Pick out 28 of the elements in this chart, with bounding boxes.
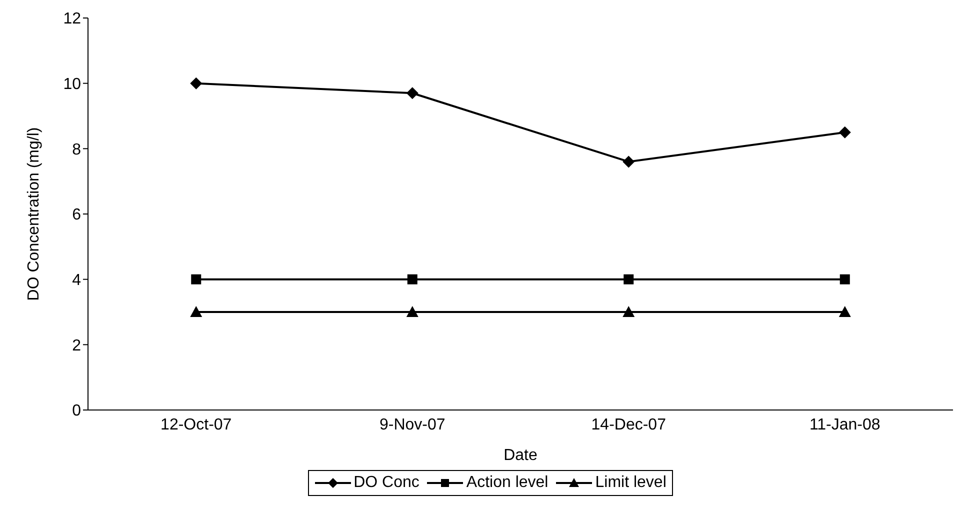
point [838, 306, 851, 317]
legend-label: Limit level [594, 474, 666, 492]
y-axis-title: DO Concentration (mg/l) [26, 127, 43, 301]
x-axis-title: Date [504, 447, 538, 464]
point [406, 306, 418, 317]
y-tick-label: 4 [72, 272, 82, 290]
y-tick-label: 10 [63, 76, 82, 94]
y-tick-label: 8 [72, 141, 82, 158]
point [624, 274, 634, 284]
x-tick-label: 12-Oct-07 [160, 416, 232, 434]
point [190, 306, 202, 317]
legend-label: DO Conc [352, 474, 420, 492]
y-tick-label: 2 [72, 337, 82, 354]
x-tick-label: 14-Dec-07 [591, 416, 666, 434]
x-tick-label: 11-Jan-08 [809, 416, 880, 434]
point [406, 87, 418, 100]
point [840, 274, 850, 284]
x-tick-label: 9-Nov-07 [379, 416, 446, 434]
point [407, 274, 418, 284]
y-tick-label: 12 [63, 10, 82, 28]
point [622, 156, 635, 168]
y-tick-label: 0 [72, 402, 82, 420]
point [622, 306, 635, 317]
legend-label: Action level [465, 474, 548, 492]
point [191, 274, 202, 284]
point [190, 77, 202, 90]
y-tick-label: 6 [72, 206, 82, 224]
point [838, 126, 851, 138]
